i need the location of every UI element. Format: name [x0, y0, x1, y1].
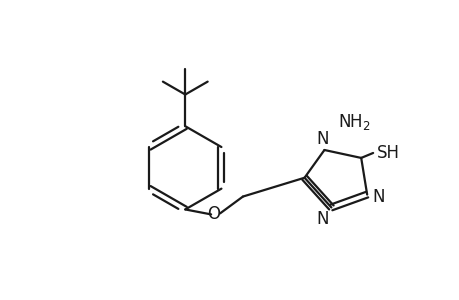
Text: N: N: [371, 188, 384, 206]
Text: SH: SH: [376, 144, 399, 162]
Text: NH$_2$: NH$_2$: [338, 112, 370, 132]
Text: O: O: [207, 206, 220, 224]
Text: N: N: [315, 210, 328, 228]
Text: N: N: [315, 130, 328, 148]
